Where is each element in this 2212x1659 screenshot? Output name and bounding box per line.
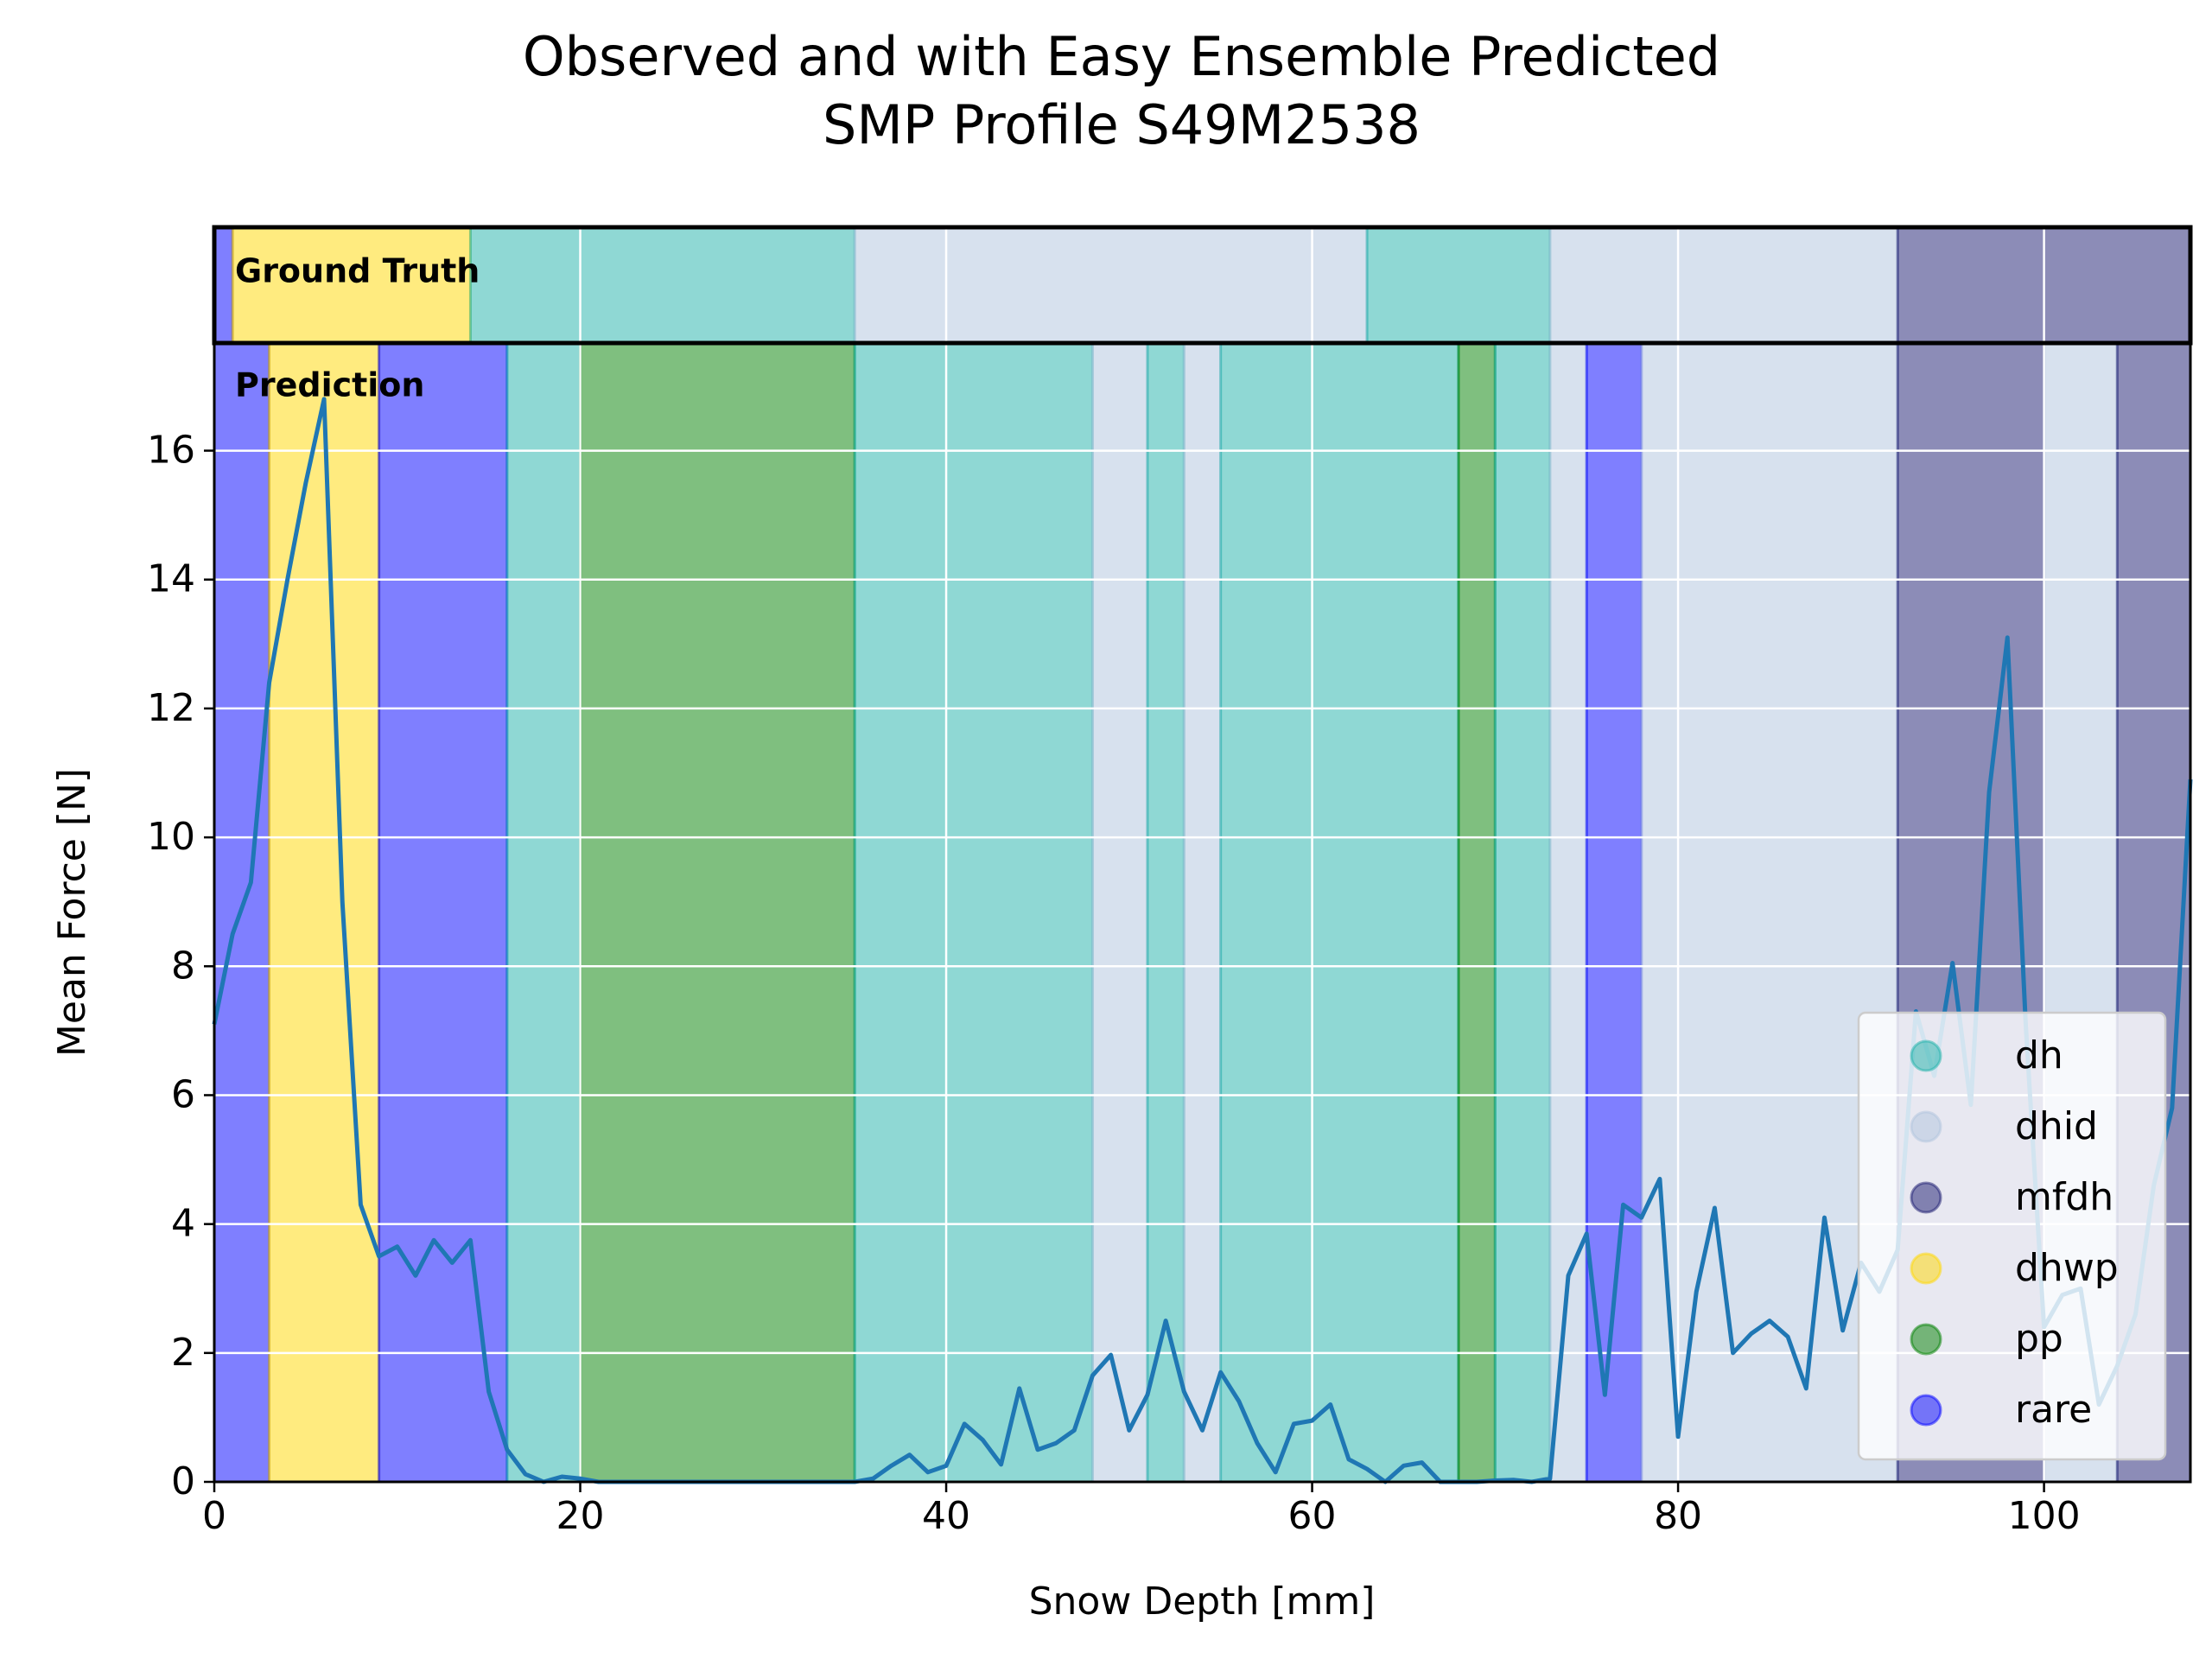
legend-label: pp	[2015, 1317, 2063, 1361]
ground_truth-band	[213, 226, 234, 345]
legend-marker	[1910, 1039, 1942, 1072]
x-tick-label: 0	[202, 1494, 226, 1538]
legend-label: mfdh	[2015, 1175, 2113, 1219]
legend-marker	[1910, 1110, 1942, 1143]
ground_truth-band	[1548, 226, 1899, 345]
prediction-band	[1182, 341, 1223, 1484]
prediction-band	[505, 341, 582, 1484]
legend-marker	[1910, 1323, 1942, 1356]
ground_truth-band	[853, 226, 1369, 345]
ground_truth-band	[468, 226, 856, 345]
y-tick-label: 0	[171, 1459, 195, 1503]
legend-label: rare	[2015, 1388, 2092, 1432]
prediction-label: Prediction	[235, 366, 424, 404]
plot-frame	[213, 341, 2192, 1484]
legend-marker	[1910, 1181, 1942, 1214]
y-tick-label: 14	[147, 557, 195, 601]
y-tick-label: 2	[171, 1331, 195, 1375]
prediction-band	[1548, 341, 1588, 1484]
legend: dh dhid mfdh dhwp pp rare	[1857, 1011, 2167, 1461]
y-tick-label: 16	[147, 429, 195, 473]
x-tick-label: 40	[922, 1494, 970, 1538]
y-tick-label: 8	[171, 944, 195, 988]
prediction-band	[1493, 341, 1552, 1484]
x-tick-label: 60	[1288, 1494, 1337, 1538]
legend-marker	[1910, 1394, 1942, 1427]
legend-box	[1857, 1011, 2167, 1461]
x-tick-label: 20	[556, 1494, 605, 1538]
prediction-band	[579, 341, 856, 1484]
x-tick-label: 100	[2008, 1494, 2081, 1538]
chart-subtitle: SMP Profile S49M2538	[823, 93, 1421, 156]
prediction-band	[1146, 341, 1185, 1484]
prediction-band	[1457, 341, 1497, 1484]
prediction-band	[853, 341, 1094, 1484]
y-tick-label: 6	[171, 1072, 195, 1116]
prediction-band	[268, 341, 381, 1484]
y-axis-label: Mean Force [N]	[50, 768, 94, 1057]
x-axis-label: Snow Depth [mm]	[1029, 1580, 1376, 1624]
x-tick-label: 80	[1654, 1494, 1702, 1538]
ground_truth-band	[231, 226, 472, 345]
ground_truth-band	[1365, 226, 1552, 345]
prediction-band	[1219, 341, 1460, 1484]
y-tick-label: 10	[147, 815, 195, 859]
legend-marker	[1910, 1252, 1942, 1285]
legend-label: dhwp	[2015, 1246, 2119, 1290]
prediction-band	[1090, 341, 1149, 1484]
y-tick-label: 12	[147, 686, 195, 730]
legend-label: dh	[2015, 1033, 2063, 1077]
ground-truth-label: Ground Truth	[235, 252, 480, 290]
legend-label: dhid	[2015, 1104, 2098, 1148]
prediction-band	[378, 341, 509, 1484]
y-tick-label: 4	[171, 1202, 195, 1246]
chart-title: Observed and with Easy Ensemble Predicte…	[523, 25, 1720, 88]
